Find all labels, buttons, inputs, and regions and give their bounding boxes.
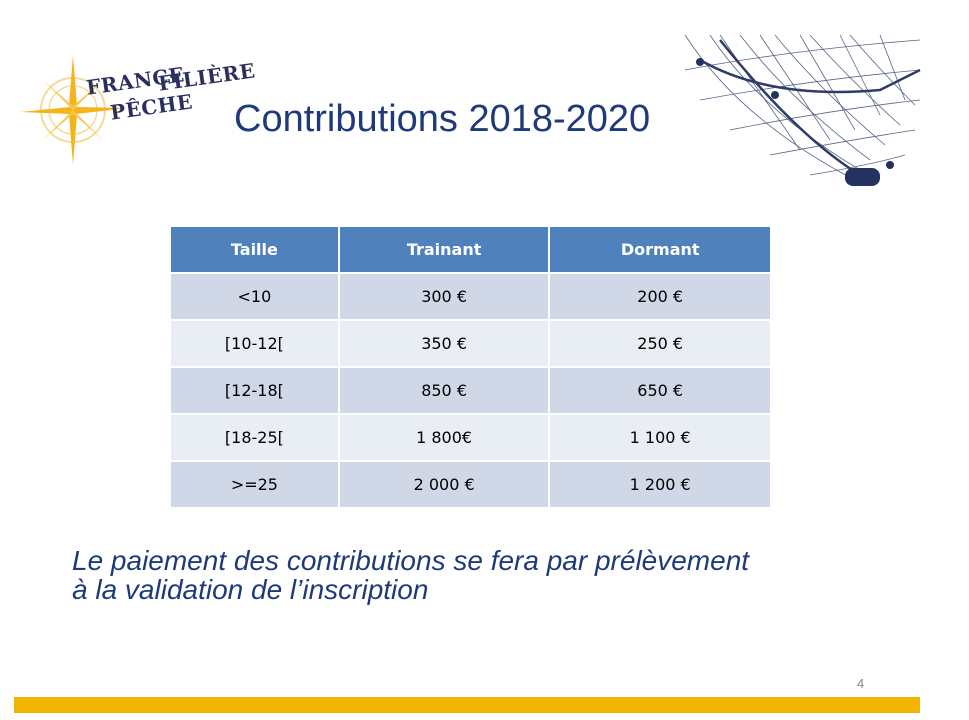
cell-dormant: 1 100 € bbox=[548, 413, 772, 462]
table-header-row: Taille Trainant Dormant bbox=[169, 225, 772, 274]
cell-taille: <10 bbox=[169, 272, 340, 321]
compass-rose-icon bbox=[20, 55, 128, 165]
cell-dormant: 1 200 € bbox=[548, 460, 772, 509]
cell-taille: [10-12[ bbox=[169, 319, 340, 368]
header-dormant: Dormant bbox=[548, 225, 772, 274]
cell-taille: [12-18[ bbox=[169, 366, 340, 415]
slide-title: Contributions 2018-2020 bbox=[234, 98, 651, 140]
table-row: [18-25[ 1 800€ 1 100 € bbox=[169, 413, 772, 462]
cell-trainant: 2 000 € bbox=[337, 460, 551, 509]
france-filiere-peche-logo: FRANCE FILIÈRE PÊCHE bbox=[18, 50, 257, 170]
contributions-table: Taille Trainant Dormant <10 300 € 200 € … bbox=[169, 225, 772, 509]
table-row: <10 300 € 200 € bbox=[169, 272, 772, 321]
cell-trainant: 350 € bbox=[337, 319, 551, 368]
cell-dormant: 650 € bbox=[548, 366, 772, 415]
cell-trainant: 300 € bbox=[337, 272, 551, 321]
table-row: >=25 2 000 € 1 200 € bbox=[169, 460, 772, 509]
page-number: 4 bbox=[857, 676, 865, 691]
cell-taille: [18-25[ bbox=[169, 413, 340, 462]
cell-dormant: 250 € bbox=[548, 319, 772, 368]
payment-note-line-1: Le paiement des contributions se fera pa… bbox=[72, 545, 750, 576]
cell-trainant: 850 € bbox=[337, 366, 551, 415]
cell-taille: >=25 bbox=[169, 460, 340, 509]
cell-trainant: 1 800€ bbox=[337, 413, 551, 462]
cell-dormant: 200 € bbox=[548, 272, 772, 321]
header-trainant: Trainant bbox=[337, 225, 551, 274]
table-row: [12-18[ 850 € 650 € bbox=[169, 366, 772, 415]
header-taille: Taille bbox=[169, 225, 340, 274]
payment-note-line-2: à la validation de l’inscription bbox=[72, 574, 429, 605]
payment-note: Le paiement des contributions se fera pa… bbox=[72, 546, 749, 604]
fishing-net-icon bbox=[684, 34, 921, 186]
table-row: [10-12[ 350 € 250 € bbox=[169, 319, 772, 368]
footer-bar bbox=[14, 697, 920, 713]
